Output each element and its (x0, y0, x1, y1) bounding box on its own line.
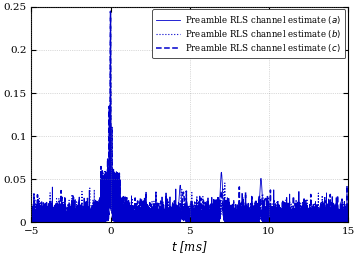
Preamble RLS channel estimate $(c)$ (121, 221, 125, 224)
Preamble RLS channel estimate $(a)$ (144, 221, 148, 224)
Preamble RLS channel estimate $(c)$ (264, 205, 268, 208)
Preamble RLS channel estimate $(b)$ (346, 218, 350, 221)
Preamble RLS channel estimate $(a)$ (29, 219, 33, 222)
X-axis label: $t$ [ms]: $t$ [ms] (171, 239, 208, 255)
Preamble RLS channel estimate $(a)$ (108, 10, 113, 13)
Preamble RLS channel estimate $(c)$ (217, 217, 221, 220)
Preamble RLS channel estimate $(c)$ (144, 190, 148, 194)
Preamble RLS channel estimate $(b)$ (131, 221, 136, 224)
Preamble RLS channel estimate $(a)$ (346, 220, 350, 223)
Preamble RLS channel estimate $(b)$ (264, 202, 268, 205)
Preamble RLS channel estimate $(a)$ (264, 198, 268, 201)
Line: Preamble RLS channel estimate $(a)$: Preamble RLS channel estimate $(a)$ (31, 11, 348, 222)
Legend: Preamble RLS channel estimate $(a)$, Preamble RLS channel estimate $(b)$, Preamb: Preamble RLS channel estimate $(a)$, Pre… (152, 9, 345, 58)
Preamble RLS channel estimate $(b)$ (281, 217, 285, 220)
Preamble RLS channel estimate $(c)$ (29, 210, 33, 213)
Preamble RLS channel estimate $(a)$ (281, 216, 285, 219)
Preamble RLS channel estimate $(c)$ (45, 218, 49, 221)
Preamble RLS channel estimate $(a)$ (45, 218, 49, 221)
Line: Preamble RLS channel estimate $(b)$: Preamble RLS channel estimate $(b)$ (31, 11, 348, 222)
Preamble RLS channel estimate $(c)$ (231, 219, 235, 222)
Preamble RLS channel estimate $(b)$ (45, 209, 49, 212)
Preamble RLS channel estimate $(a)$ (231, 213, 235, 216)
Preamble RLS channel estimate $(c)$ (108, 10, 113, 13)
Line: Preamble RLS channel estimate $(c)$: Preamble RLS channel estimate $(c)$ (31, 11, 348, 222)
Preamble RLS channel estimate $(b)$ (144, 221, 148, 224)
Preamble RLS channel estimate $(a)$ (144, 219, 148, 222)
Preamble RLS channel estimate $(c)$ (281, 214, 285, 217)
Preamble RLS channel estimate $(b)$ (231, 216, 235, 220)
Preamble RLS channel estimate $(b)$ (29, 216, 33, 219)
Preamble RLS channel estimate $(a)$ (217, 214, 221, 217)
Preamble RLS channel estimate $(c)$ (346, 221, 350, 224)
Preamble RLS channel estimate $(b)$ (108, 10, 113, 13)
Preamble RLS channel estimate $(b)$ (217, 220, 221, 223)
